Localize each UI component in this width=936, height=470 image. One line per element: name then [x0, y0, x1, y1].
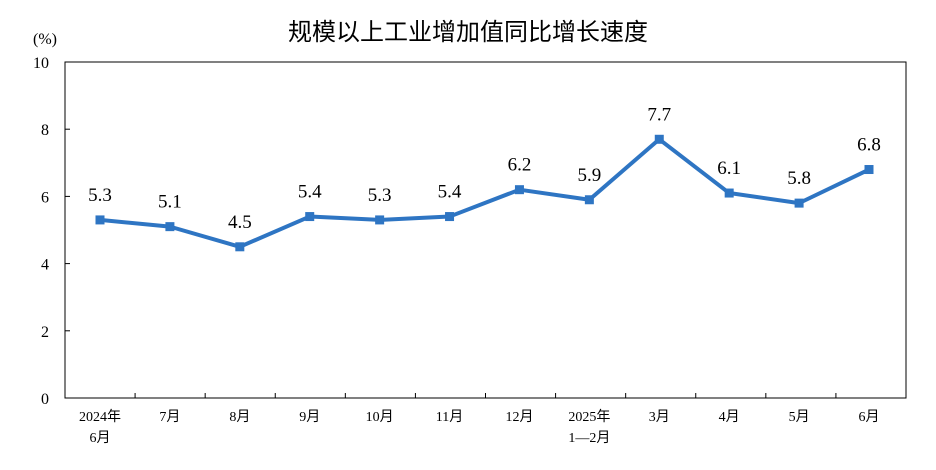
- data-point-marker: [584, 195, 594, 205]
- y-tick-label: 4: [41, 257, 49, 274]
- series-line: [99, 137, 870, 249]
- x-tick-label-line: 1—2月: [568, 430, 610, 446]
- data-label: 5.4: [438, 182, 462, 203]
- data-label: 5.8: [787, 168, 811, 189]
- x-tick-label-line: 11月: [436, 409, 463, 425]
- y-axis-unit-label: (%): [33, 31, 57, 48]
- data-point-marker: [375, 215, 385, 225]
- data-point-marker: [654, 134, 664, 144]
- x-tick-label: 6月: [859, 409, 880, 425]
- y-tick-label: 0: [41, 391, 49, 408]
- x-tick-label: 8月: [229, 409, 250, 425]
- y-tick-label: 10: [33, 55, 49, 72]
- x-tick-label-line: 7月: [159, 409, 180, 425]
- x-tick-label: 3月: [649, 409, 670, 425]
- x-tick-label: 2024年 6月: [79, 409, 121, 446]
- x-tick-label: 10月: [366, 409, 394, 425]
- x-tick-label: 2025年 1—2月: [568, 409, 610, 446]
- chart-title: 规模以上工业增加值同比增长速度: [288, 18, 648, 46]
- x-tick-label-line: 8月: [229, 409, 250, 425]
- x-tick-label: 9月: [299, 409, 320, 425]
- data-label: 5.9: [577, 165, 601, 186]
- data-label: 7.7: [647, 104, 671, 125]
- x-tick-label: 4月: [719, 409, 740, 425]
- x-tick-label-line: 6月: [90, 430, 111, 446]
- plot-area-frame: [64, 61, 907, 399]
- data-label: 5.3: [368, 185, 392, 206]
- x-tick-label: 5月: [789, 409, 810, 425]
- x-tick-label-line: 6月: [859, 409, 880, 425]
- data-point-marker: [794, 198, 804, 208]
- data-point-marker: [724, 188, 734, 198]
- data-label: 5.1: [158, 192, 182, 213]
- data-point-marker: [165, 222, 175, 232]
- data-point-marker: [95, 215, 105, 225]
- x-tick-label-line: 2025年: [568, 409, 610, 425]
- series-group: 5.3 5.1 4.5 5.4 5.3 5.4 6.2 5.9 7.7 6.1 5.8 6.8: [88, 104, 881, 252]
- data-point-marker: [864, 165, 874, 175]
- data-label: 4.5: [228, 212, 252, 233]
- data-point-marker: [445, 212, 455, 222]
- x-tick-label: 11月: [436, 409, 463, 425]
- x-tick-label: 7月: [159, 409, 180, 425]
- data-point-marker: [305, 212, 315, 222]
- x-tick-label-line: 12月: [505, 409, 533, 425]
- data-label: 5.3: [88, 185, 112, 206]
- data-point-marker: [235, 242, 245, 252]
- x-tick-label-line: 2024年: [79, 409, 121, 425]
- x-tick-label-line: 4月: [719, 409, 740, 425]
- x-tick-label-line: 9月: [299, 409, 320, 425]
- x-tick-label-line: 5月: [789, 409, 810, 425]
- x-tick-label-line: 3月: [649, 409, 670, 425]
- y-tick-label: 8: [41, 122, 49, 139]
- x-tick-label-line: 10月: [366, 409, 394, 425]
- data-label: 5.4: [298, 182, 322, 203]
- x-axis-ticks: 2024年 6月 7月 8月 9月 10月 11月 12月 2025年 1—2月 3月 4月 5月 6月: [64, 393, 907, 446]
- data-label: 6.1: [717, 158, 741, 179]
- y-axis-ticks: 0 2 4 6 8 10: [33, 55, 70, 408]
- data-label: 6.2: [508, 155, 532, 176]
- y-tick-label: 2: [41, 324, 49, 341]
- x-tick-label: 12月: [505, 409, 533, 425]
- data-label: 6.8: [857, 135, 881, 156]
- y-tick-label: 6: [41, 189, 49, 206]
- data-point-marker: [514, 185, 524, 195]
